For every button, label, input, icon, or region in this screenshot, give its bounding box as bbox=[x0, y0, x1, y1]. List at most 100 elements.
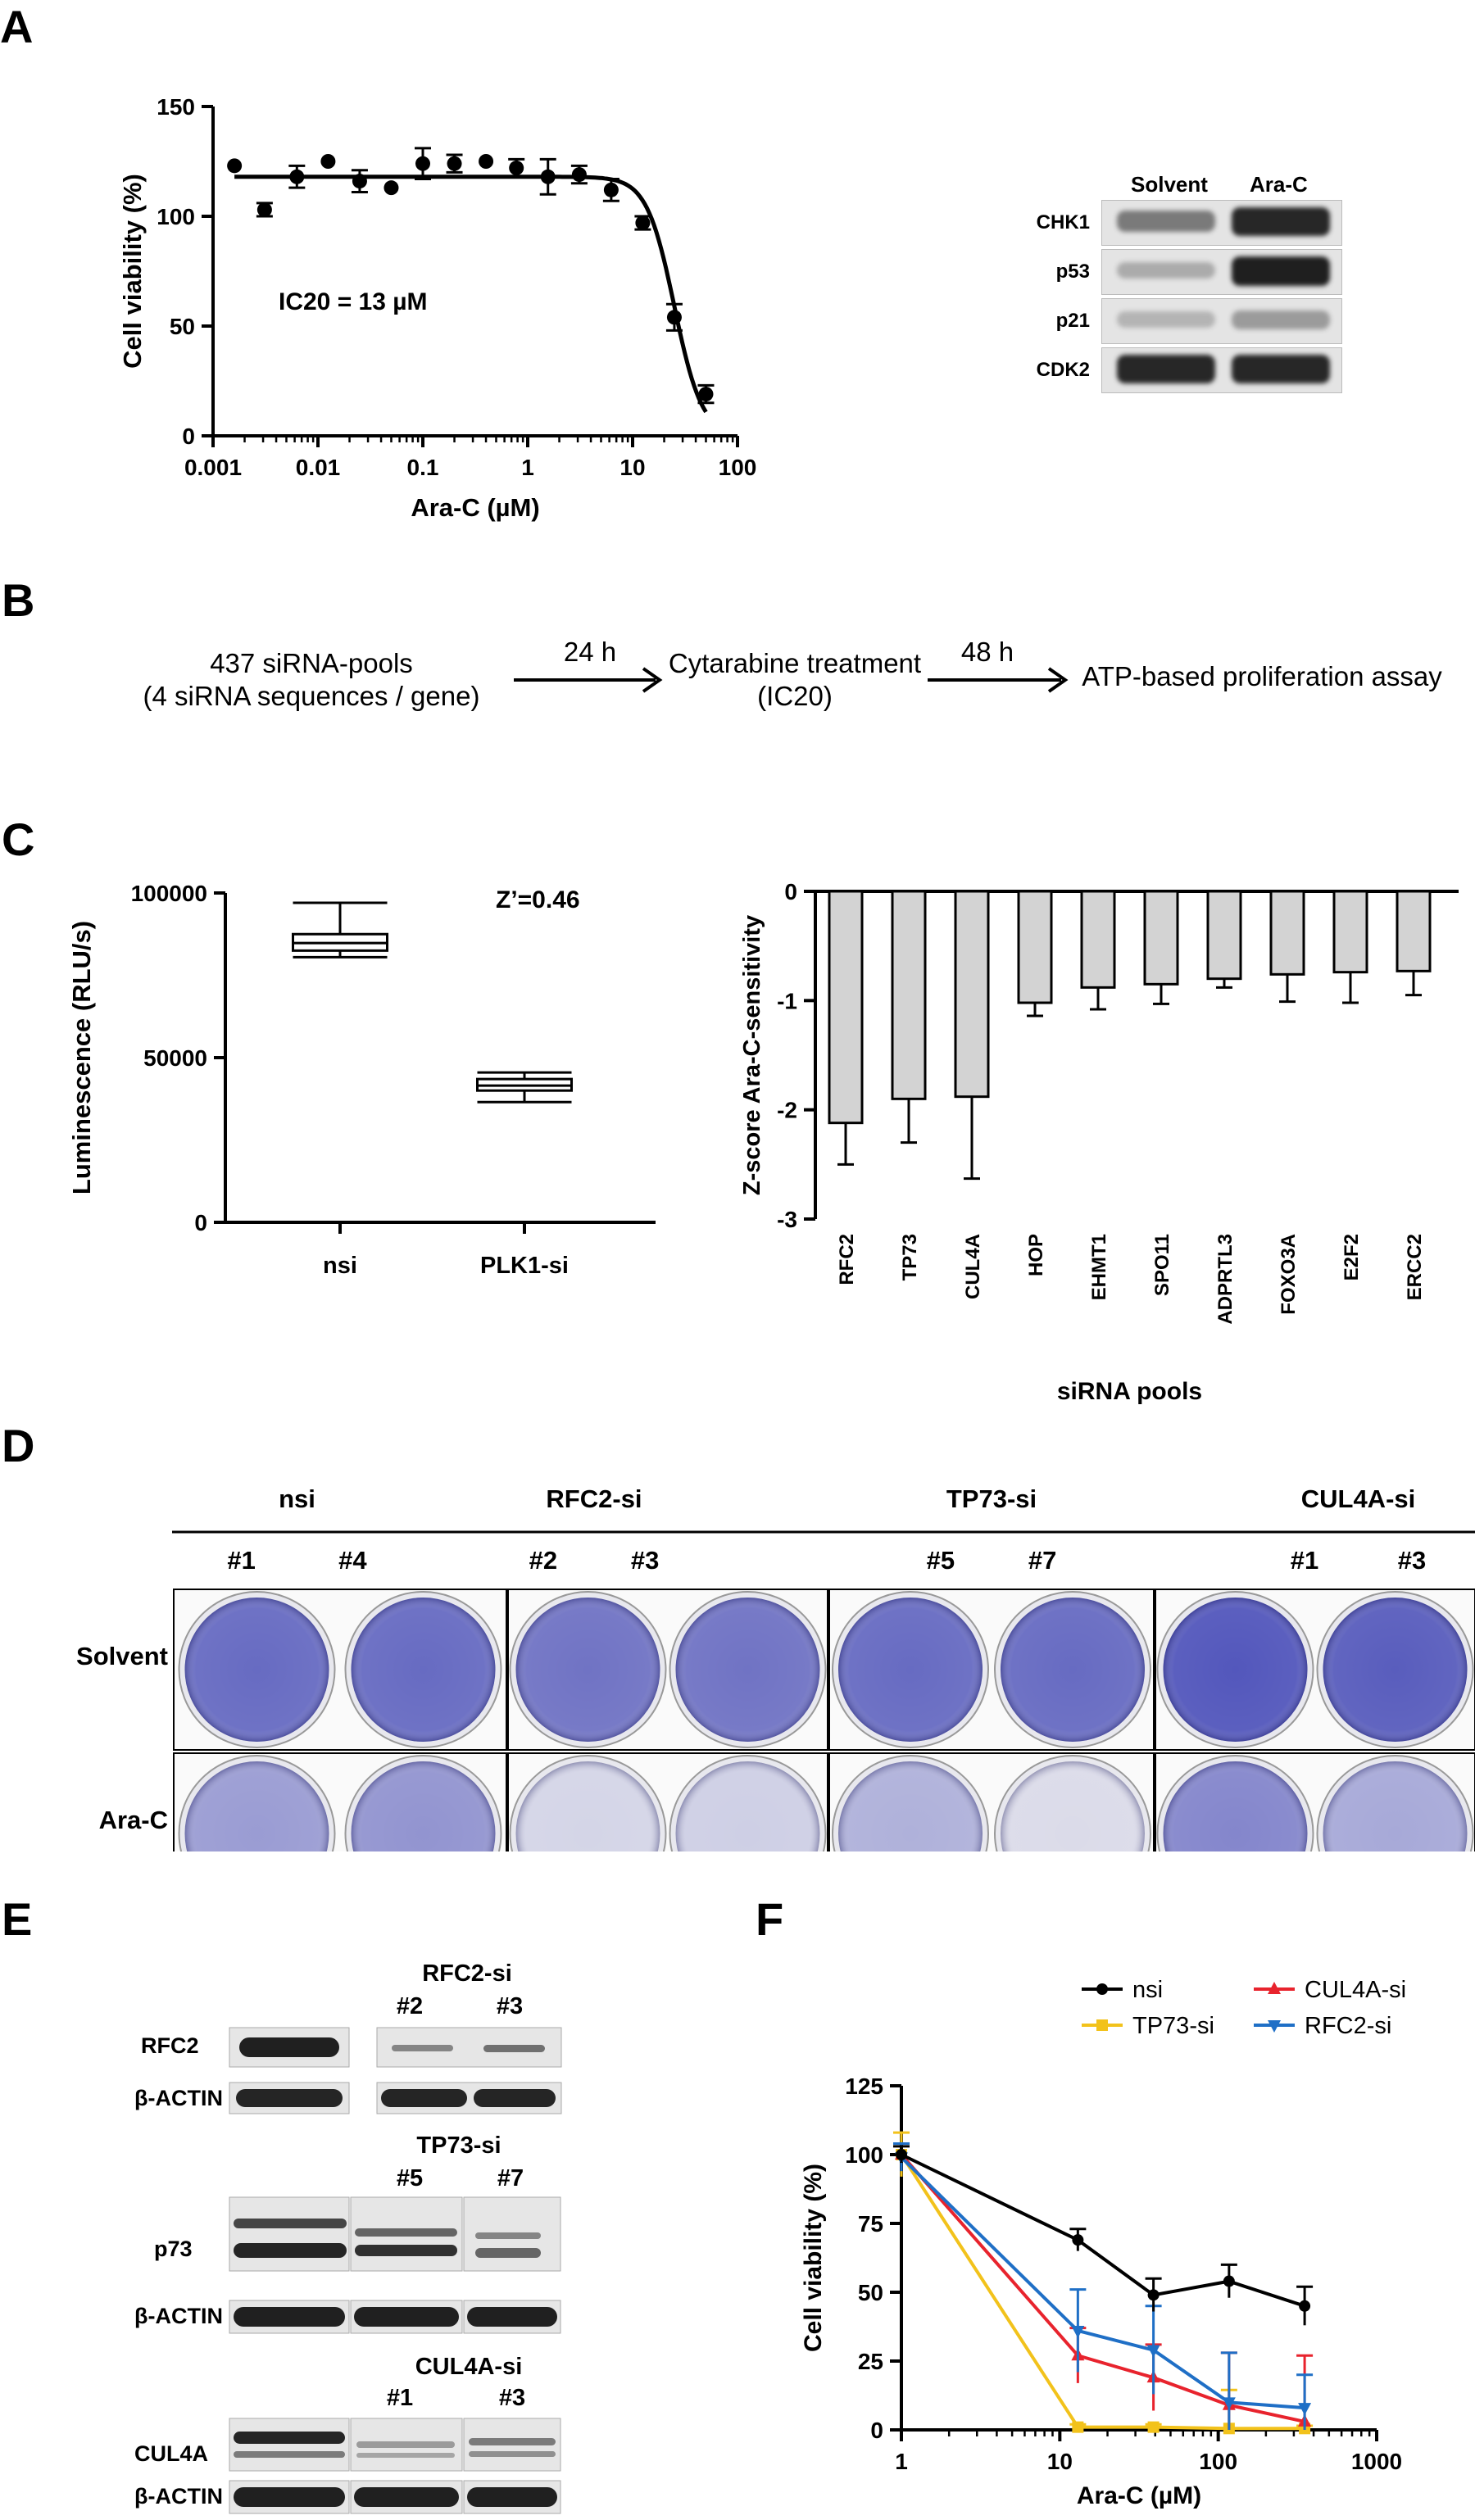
d-clone-label: #4 bbox=[338, 1546, 367, 1575]
western-blots-e: RFC2-si #2 #3 RFC2 β-ACTIN TP73-si #5 #7… bbox=[134, 1960, 562, 2514]
d-well-shade bbox=[515, 1598, 660, 1742]
c-bar-xtick-label: SPO11 bbox=[1151, 1234, 1173, 1296]
a-ytick-label: 100 bbox=[157, 204, 195, 229]
a-ytick-label: 150 bbox=[157, 94, 195, 120]
e-actin-band bbox=[381, 2089, 467, 2107]
western-blot-a: Solvent Ara-C CHK1 p53 p21 CDK2 bbox=[967, 161, 1344, 398]
blot-e-cul4a-label: CUL4A bbox=[134, 2441, 208, 2466]
d-row-label: Ara-C bbox=[99, 1806, 168, 1834]
d-well-shade bbox=[675, 1761, 820, 1851]
a-data-point bbox=[698, 387, 714, 402]
d-well-shade bbox=[1323, 1598, 1468, 1742]
c-bar-xtick-label: RFC2 bbox=[836, 1234, 858, 1285]
e-actin-band bbox=[474, 2089, 556, 2107]
f-ytick-label: 75 bbox=[858, 2211, 883, 2237]
blot-a-strip bbox=[1101, 249, 1342, 295]
blot-a-row-label: p21 bbox=[1055, 310, 1090, 332]
d-well-shade bbox=[184, 1598, 329, 1742]
d-well-shade bbox=[1163, 1598, 1308, 1742]
f-marker-circle bbox=[1147, 2289, 1160, 2301]
e-p73-band bbox=[234, 2243, 347, 2258]
d-well-shade bbox=[351, 1761, 496, 1851]
f-marker-square bbox=[1096, 2019, 1108, 2031]
a-xtick-label: 0.1 bbox=[407, 455, 439, 480]
c-box-ytick-label: 50000 bbox=[143, 1045, 207, 1071]
a-data-point bbox=[384, 180, 399, 196]
panel-letter-b: B bbox=[2, 574, 35, 626]
c-bar-xtick-label: HOP bbox=[1025, 1234, 1047, 1276]
a-data-point bbox=[415, 156, 430, 171]
e-tp73-strip-nsi bbox=[229, 2196, 350, 2272]
f-ytick-label: 0 bbox=[870, 2418, 883, 2443]
a-data-point bbox=[447, 156, 462, 171]
ic20-annotation: IC20 = 13 µM bbox=[279, 288, 428, 315]
blot-e-rfc2-actin-label: β-ACTIN bbox=[134, 2086, 223, 2110]
blot-a-strip bbox=[1101, 298, 1342, 344]
c-bar-xtick-label: ERCC2 bbox=[1404, 1234, 1426, 1300]
c-bar-ylabel: Z-score Ara-C-sensitivity bbox=[739, 915, 765, 1195]
workflow-arrow1-icon bbox=[514, 667, 663, 693]
e-cul4a-band bbox=[469, 2451, 556, 2457]
f-xtick-label: 1 bbox=[895, 2449, 908, 2474]
f-xtick-label: 1000 bbox=[1351, 2449, 1402, 2474]
a-fit-curve bbox=[234, 174, 708, 414]
blot-a-strip bbox=[1101, 200, 1342, 246]
blot-a-band bbox=[1117, 311, 1215, 328]
workflow-step-cytarabine-line2: (IC20) bbox=[757, 681, 833, 711]
d-group-label: nsi bbox=[279, 1484, 315, 1513]
f-xtick-label: 10 bbox=[1047, 2449, 1073, 2474]
blot-a-band bbox=[1117, 261, 1215, 279]
f-xlabel: Ara-C (µM) bbox=[1077, 2482, 1201, 2509]
e-rfc2-band bbox=[392, 2045, 453, 2051]
a-data-point bbox=[509, 161, 524, 176]
workflow-step-cytarabine-line1: Cytarabine treatment bbox=[668, 648, 922, 678]
f-marker-circle bbox=[896, 2149, 907, 2160]
c-box-ytick-label: 100000 bbox=[131, 881, 207, 906]
e-actin-band bbox=[234, 2487, 345, 2507]
panel-letter-c: C bbox=[2, 814, 35, 865]
f-marker-circle bbox=[1096, 1983, 1108, 1995]
d-well-shade bbox=[675, 1598, 820, 1742]
c-bar-xtick-label: E2F2 bbox=[1341, 1234, 1363, 1280]
c-bar-xtick-label: EHMT1 bbox=[1088, 1234, 1110, 1300]
d-row-label: Solvent bbox=[76, 1642, 168, 1670]
blot-e-tp73-label: p73 bbox=[154, 2237, 193, 2261]
d-well-shade bbox=[515, 1761, 660, 1851]
f-ytick-label: 50 bbox=[858, 2280, 883, 2305]
blot-a-band bbox=[1117, 211, 1215, 233]
d-clone-label: #3 bbox=[631, 1546, 659, 1575]
a-data-point bbox=[603, 182, 619, 197]
d-clone-label: #2 bbox=[529, 1546, 557, 1575]
e-rfc2-band bbox=[239, 2037, 339, 2057]
blot-a-band bbox=[1117, 355, 1215, 384]
a-data-point bbox=[540, 169, 556, 184]
c-bar bbox=[1332, 890, 1368, 974]
f-marker-triangle-down bbox=[1146, 2345, 1160, 2358]
f-ylabel: Cell viability (%) bbox=[800, 2164, 827, 2352]
f-marker-square bbox=[1072, 2421, 1084, 2433]
blot-e-rfc2-clone-1: #2 bbox=[397, 1993, 423, 2019]
a-xtick-label: 0.01 bbox=[296, 455, 341, 480]
d-clone-label: #1 bbox=[227, 1546, 255, 1575]
d-group-label: CUL4A-si bbox=[1301, 1484, 1416, 1513]
c-box-ytick-label: 0 bbox=[194, 1210, 207, 1235]
f-legend-label: TP73-si bbox=[1132, 2013, 1214, 2039]
d-well-shade bbox=[351, 1598, 496, 1742]
f-marker-square bbox=[1147, 2421, 1160, 2433]
a-data-point bbox=[256, 202, 272, 217]
c-bar-ytick-label: -3 bbox=[777, 1207, 797, 1232]
f-series-line-TP73-si bbox=[900, 2153, 1305, 2431]
f-xtick-label: 100 bbox=[1199, 2449, 1237, 2474]
blot-e-tp73-header: TP73-si bbox=[416, 2132, 501, 2159]
blot-e-tp73-clone-1: #5 bbox=[397, 2165, 423, 2191]
c-bar-ytick-label: -2 bbox=[777, 1098, 797, 1123]
blot-e-rfc2-label: RFC2 bbox=[141, 2033, 199, 2058]
c-bar bbox=[954, 890, 990, 1099]
f-series-line-nsi bbox=[901, 2153, 1305, 2308]
a-data-point bbox=[289, 169, 305, 184]
d-well-shade bbox=[838, 1761, 983, 1851]
panel-letter-e: E bbox=[2, 1893, 33, 1945]
d-well-shade bbox=[1163, 1761, 1308, 1851]
c-bar bbox=[1143, 890, 1179, 986]
blot-e-cul4a-header: CUL4A-si bbox=[415, 2354, 523, 2380]
